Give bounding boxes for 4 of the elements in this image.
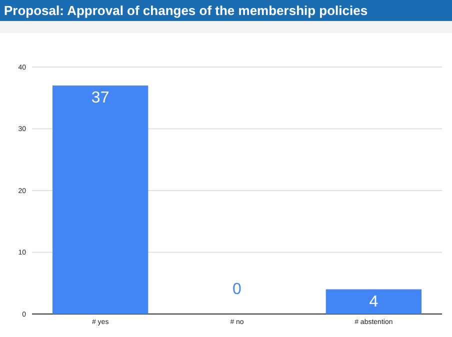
chart-title: Proposal: Approval of changes of the membership policies [4, 3, 368, 18]
data-label: 4 [369, 293, 378, 310]
data-label: 37 [91, 90, 110, 107]
data-label: 0 [232, 281, 242, 298]
